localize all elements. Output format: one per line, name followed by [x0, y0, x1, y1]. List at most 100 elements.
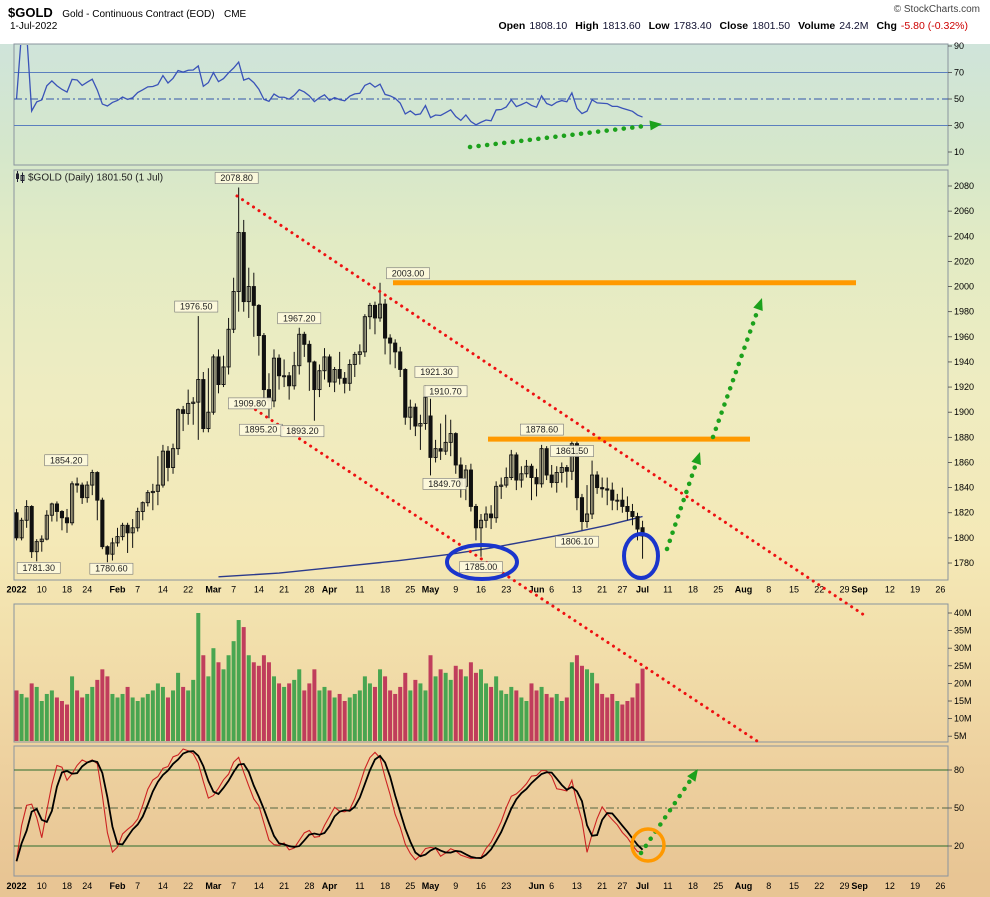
date-label: 2022 — [7, 881, 27, 891]
rsi-panel: 90 70 50 30 10 — [14, 41, 964, 157]
price-label: 1893.20 — [286, 426, 319, 436]
date-label: 29 — [839, 585, 849, 595]
price-axis-label: 1820 — [954, 508, 974, 518]
quote-label: Close — [719, 20, 749, 32]
price-label-box — [277, 312, 322, 325]
date-label: 29 — [839, 881, 849, 891]
price-axis-label: 1880 — [954, 432, 974, 442]
date-label: 14 — [254, 881, 264, 891]
date-label: 22 — [814, 881, 824, 891]
price-label-box — [422, 478, 467, 490]
price-axis-label: 1960 — [954, 332, 974, 342]
date-label: 19 — [910, 881, 920, 891]
arrow-shaft — [710, 308, 760, 440]
annotations-overlay: 2078.80 2003.00 1976.50 1967.20 1921.30 1910.… — [16, 120, 866, 863]
date-label: 6 — [549, 585, 554, 595]
date-label: 18 — [380, 881, 390, 891]
price-axis-label: 1800 — [954, 533, 974, 543]
stoch-axis-label: 20 — [954, 841, 964, 851]
quote-row: Open 1808.10 High 1813.60 Low 1783.40 Close 180… — [490, 20, 968, 32]
price-panel-bg — [13, 169, 949, 581]
price-axis-label: 1780 — [954, 558, 974, 568]
date-label: 6 — [549, 881, 554, 891]
date-label: 11 — [663, 881, 672, 891]
rsi-axis-label: 90 — [954, 41, 964, 51]
price-label: 1780.60 — [95, 564, 128, 574]
price-label: 1921.30 — [420, 367, 453, 377]
date-label: 7 — [231, 881, 236, 891]
rsi-axis-label: 70 — [954, 68, 964, 78]
date-label: 21 — [279, 585, 289, 595]
date-label: 10 — [37, 585, 47, 595]
date-label: May — [422, 585, 440, 595]
price-label: 1976.50 — [180, 302, 213, 312]
arrow-head — [649, 120, 662, 131]
price-label: 1861.50 — [556, 446, 589, 456]
date-label: 18 — [688, 585, 698, 595]
volume-axis-label: 30M — [954, 643, 972, 653]
price-label-box — [16, 562, 61, 574]
price-axis-label: 2040 — [954, 231, 974, 241]
date-label: Feb — [109, 881, 126, 891]
date-label: 25 — [713, 585, 723, 595]
price-label: 2078.80 — [220, 173, 253, 183]
date-label: Feb — [109, 585, 126, 595]
chart-header: $GOLD Gold - Continuous Contract (EOD) C… — [8, 4, 246, 22]
trendline — [235, 194, 866, 617]
price-label: 1785.00 — [465, 562, 498, 572]
candlesticks — [14, 187, 645, 563]
date-label: 14 — [158, 585, 168, 595]
date-label: 24 — [82, 881, 92, 891]
date-label: 14 — [158, 881, 168, 891]
date-label: 25 — [405, 881, 415, 891]
quote-label: Volume — [798, 20, 836, 32]
quote-label: High — [575, 20, 599, 32]
price-label-box — [214, 172, 259, 184]
volume-axis-label: 15M — [954, 696, 972, 706]
symbol-description: Gold - Continuous Contract (EOD) — [62, 9, 215, 20]
date-label: Mar — [205, 881, 222, 891]
candlestick-icon — [16, 173, 19, 179]
symbol: $GOLD — [8, 5, 53, 20]
volume-axis-label: 10M — [954, 714, 972, 724]
date-label: Sep — [851, 881, 868, 891]
date-label: 12 — [885, 585, 895, 595]
price-label-box — [459, 561, 503, 574]
date-label: 21 — [597, 585, 607, 595]
quote-value: 1808.10 — [529, 20, 568, 32]
volume-bars — [14, 613, 645, 741]
date-label: Mar — [205, 585, 222, 595]
date-label: 21 — [597, 881, 607, 891]
price-axis-label: 1920 — [954, 382, 974, 392]
price-label-box — [228, 397, 272, 410]
date-label: 8 — [766, 881, 771, 891]
price-label: 1781.30 — [22, 563, 55, 573]
price-axis-label: 1980 — [954, 307, 974, 317]
date-label: 16 — [476, 881, 486, 891]
date-label: Aug — [735, 585, 753, 595]
highlight-circle — [630, 827, 666, 863]
date-label: 25 — [405, 585, 415, 595]
date-label: 26 — [935, 585, 945, 595]
highlight-ellipse — [445, 543, 519, 581]
quote-label: Chg — [876, 20, 897, 32]
stoch-panel: 80 50 20 — [14, 748, 964, 862]
price-axis-label: 2020 — [954, 256, 974, 266]
date-label: 10 — [37, 881, 47, 891]
date-label: 7 — [135, 881, 140, 891]
date-label: Sep — [851, 585, 868, 595]
price-label-box — [520, 423, 564, 436]
date-label: 9 — [453, 585, 458, 595]
price-label: 1967.20 — [283, 313, 316, 323]
date-label: Jul — [636, 881, 649, 891]
arrow-shaft — [638, 778, 693, 856]
date-label: Jun — [529, 881, 545, 891]
date-label: 27 — [617, 881, 627, 891]
quote-value: 24.2M — [839, 20, 869, 32]
price-label-box — [555, 535, 599, 548]
quote-value: 1783.40 — [673, 20, 712, 32]
quote-label: Low — [648, 20, 670, 32]
date-label: 15 — [789, 585, 799, 595]
date-label: 27 — [617, 585, 627, 595]
